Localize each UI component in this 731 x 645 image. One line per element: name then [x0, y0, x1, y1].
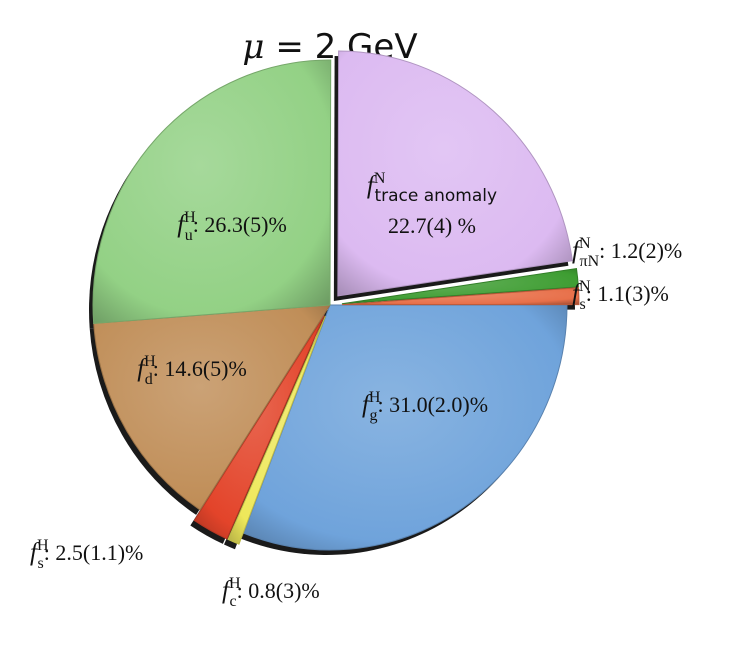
slice-label: fN trace anomaly [367, 170, 497, 206]
slice-label: fN πN: 1.2(2)% [572, 235, 682, 270]
label-superscript: N [374, 170, 386, 187]
label-subscript: s [38, 555, 44, 572]
slice-label: fH u: 26.3(5)% [177, 209, 287, 244]
title-symbol: μ [242, 27, 264, 67]
label-subscript: trace anomaly [374, 186, 497, 206]
pie-slice-s-n [341, 287, 580, 306]
label-superscript: H [229, 575, 241, 592]
label-superscript: N [579, 278, 591, 295]
label-symbol: f [572, 280, 582, 307]
label-superscript: H [369, 389, 381, 406]
slice-value: : 1.2(2)% [599, 238, 682, 263]
slice-value: : 2.5(1.1)% [44, 540, 144, 565]
label-symbol: f [572, 237, 582, 264]
slice-value: 22.7(4) % [388, 213, 476, 238]
label-symbol: f [177, 211, 187, 238]
label-subscript: s [580, 296, 586, 313]
label-symbol: f [222, 577, 232, 604]
slice-value: : 0.8(3)% [237, 578, 320, 603]
slice-value: : 31.0(2.0)% [377, 392, 488, 417]
slice-label: fN s: 1.1(3)% [572, 278, 669, 313]
pie-slice-πn-n [341, 267, 579, 305]
pie-slice-u-h [92, 59, 332, 324]
pie-slice-trace-anomaly-n [337, 50, 573, 297]
label-symbol: f [137, 355, 147, 382]
pie-slice-s-h [193, 315, 325, 540]
slice-label: fH d: 14.6(5)% [137, 353, 247, 388]
slice-value: : 14.6(5)% [153, 356, 247, 381]
label-subscript: u [185, 227, 193, 244]
label-superscript: N [579, 235, 591, 252]
slices [92, 50, 580, 551]
pie-slice-g-h [242, 304, 568, 551]
label-symbol: f [362, 391, 372, 418]
slice-label: fH g: 31.0(2.0)% [362, 389, 488, 424]
slice-label: fH s: 2.5(1.1)% [30, 537, 143, 572]
label-subscript: g [369, 407, 377, 424]
label-subscript: πN [580, 253, 600, 270]
label-subscript: d [145, 371, 153, 388]
label-superscript: H [184, 209, 196, 226]
label-subscript: c [230, 593, 237, 610]
label-symbol: f [367, 172, 377, 199]
slice-labels: fH g: 31.0(2.0)%fH c: 0.8(3)%fH s: 2.5(1.1)… [30, 170, 682, 610]
label-symbol: f [30, 539, 40, 566]
slice-value: : 26.3(5)% [193, 212, 287, 237]
label-superscript: H [144, 353, 156, 370]
pie-slice-c-h [227, 315, 326, 545]
slice-value: : 1.1(3)% [586, 281, 669, 306]
slice-label: fH c: 0.8(3)% [222, 575, 320, 610]
pie-slice-d-h [93, 304, 331, 511]
label-superscript: H [37, 537, 49, 554]
